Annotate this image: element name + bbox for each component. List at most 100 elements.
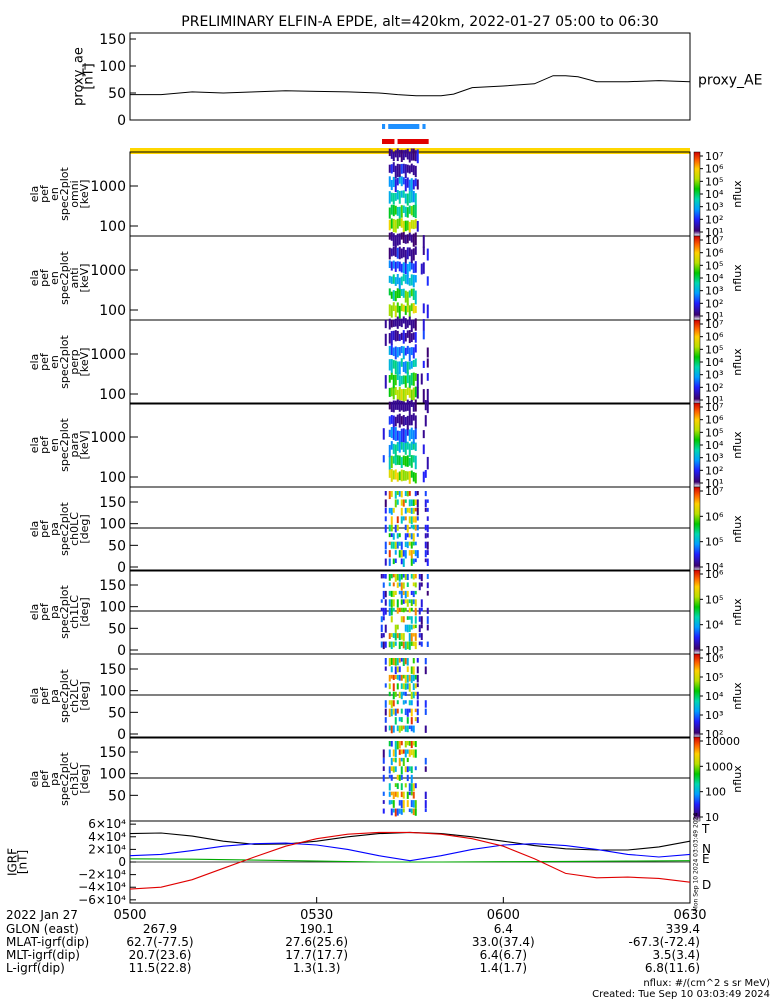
x-row-label: GLON (east) [6, 922, 79, 936]
spec-panel-ylabel-0-line-0: ela [28, 186, 41, 203]
x-row-label: L-igrf(dip) [6, 961, 65, 975]
spec-data-cell [412, 783, 415, 791]
spec-data-cell [410, 148, 413, 161]
spec-data-cell [388, 444, 391, 458]
spec-data-cell [412, 179, 415, 190]
spec-data-cell [402, 316, 405, 324]
spec-data-cell [392, 507, 395, 513]
spec-data-cell [412, 148, 415, 161]
spec-data-cell [396, 599, 399, 608]
spec-data-cell [416, 674, 419, 683]
spec-data-cell [414, 275, 417, 283]
spec-data-cell [426, 304, 429, 319]
spec-data-cell [416, 149, 419, 164]
spec-data-cell [404, 491, 407, 497]
spec-data-cell [398, 277, 401, 290]
spec-data-cell [404, 149, 407, 158]
spec-data-cell [392, 808, 395, 813]
spec-data-cell [392, 319, 395, 327]
x-row-value: 33.0(37.4) [472, 935, 535, 949]
spec-data-cell [398, 574, 401, 582]
spec-data-cell [388, 674, 391, 682]
spec-data-cell [404, 164, 407, 179]
spec-data-cell [414, 708, 417, 713]
spec-data-cell [410, 550, 413, 559]
spec-data-cell [388, 260, 391, 269]
x-row-value: 1.4(1.7) [480, 961, 528, 975]
spec-data-cell [404, 416, 407, 426]
spec-panel-ytick-label: 50 [108, 621, 126, 637]
spec-data-cell [384, 590, 387, 598]
spec-data-cell [410, 303, 413, 312]
spec-data-cell [406, 590, 409, 597]
spec-panel-ytick-label: 100 [99, 219, 126, 235]
spec-data-cell [410, 558, 413, 566]
spec-data-cell [406, 766, 409, 773]
colorbar-tick-label: 10⁴ [705, 188, 724, 201]
spec-data-cell [426, 558, 429, 566]
spec-data-cell [392, 218, 395, 233]
spec-panel-ylabel-6-line-3: spec2plot [58, 669, 71, 723]
spec-data-cell [396, 633, 399, 639]
spec-data-cell [422, 430, 425, 439]
spec-data-cell [392, 162, 395, 173]
spec-data-cell [402, 700, 405, 705]
spec-data-cell [400, 658, 403, 662]
spec-data-cell [412, 658, 415, 664]
colorbar-label: nflux [731, 348, 744, 376]
colorbar-tick-label: 10⁷ [705, 234, 723, 247]
spec-data-cell [408, 674, 411, 682]
spec-data-cell [424, 700, 427, 708]
spec-data-cell [396, 574, 399, 581]
x-row-value: 3.5(3.4) [652, 948, 700, 962]
spec-data-cell [404, 347, 407, 356]
spec-data-cell [408, 232, 411, 241]
spec-data-cell [390, 800, 393, 805]
spec-data-cell [420, 263, 423, 275]
spec-data-cell [400, 641, 403, 647]
igrf-ylabel-line-1: [nT] [16, 850, 30, 874]
spec-data-cell [406, 399, 409, 411]
spec-data-cell [394, 708, 397, 716]
spec-data-cell [416, 491, 419, 496]
spec-data-cell [412, 582, 415, 587]
spec-data-cell [388, 429, 391, 437]
spec-data-cell [406, 345, 409, 354]
spec-data-cell [384, 700, 387, 708]
colorbar-tick-label: 10⁶ [705, 568, 724, 581]
spec-data-cell [396, 783, 399, 789]
spec-data-cell [398, 149, 401, 158]
spec-data-cell [418, 574, 421, 580]
spec-data-cell [412, 372, 415, 386]
spec-panel-ylabel-5-line-4: ch1LC [68, 595, 81, 629]
spec-data-cell [414, 318, 417, 331]
spec-data-cell [410, 190, 413, 203]
spec-data-cell [402, 800, 405, 809]
spec-panel-ylabel-7-line-2: pa [48, 772, 61, 786]
spec-data-cell [384, 624, 387, 633]
spec-data-cell [404, 725, 407, 732]
spec-data-cell [398, 491, 401, 497]
spec-data-cell [388, 783, 391, 791]
spec-data-cell [408, 708, 411, 713]
spec-panel-ylabel-7-line-5: [deg] [78, 764, 91, 793]
spec-panel-ylabel-2-line-1: pef [38, 352, 51, 371]
spec-data-cell [418, 624, 421, 633]
spec-data-cell [406, 800, 409, 808]
spec-data-cell [396, 261, 399, 269]
colorbar [693, 235, 701, 321]
igrf-ytick-label: −6×10⁴ [78, 893, 126, 907]
spec-data-cell [414, 150, 417, 162]
spec-data-cell [388, 800, 391, 805]
spec-data-cell [384, 524, 387, 533]
spec-data-cell [388, 375, 391, 383]
spec-data-cell [408, 305, 411, 318]
spec-data-cell [402, 691, 405, 696]
spec-data-cell [390, 331, 393, 346]
spec-data-cell [414, 524, 417, 531]
igrf-ytick-label: 0 [118, 855, 126, 869]
spec-data-cell [414, 373, 417, 381]
spec-data-cell [396, 302, 399, 313]
spec-data-cell [392, 800, 395, 808]
spec-data-cell [388, 774, 391, 779]
